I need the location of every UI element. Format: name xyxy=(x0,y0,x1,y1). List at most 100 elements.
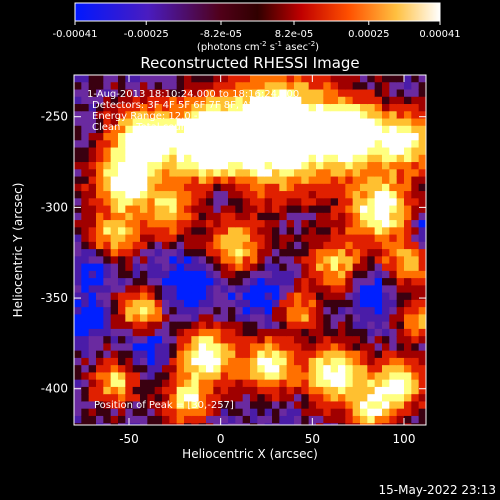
heatmap-cell xyxy=(411,307,420,315)
heatmap-cell xyxy=(191,307,200,315)
heatmap-cell xyxy=(418,75,426,83)
heatmap-cell xyxy=(96,292,104,301)
heatmap-cell xyxy=(279,140,288,149)
heatmap-cell xyxy=(279,176,288,185)
heatmap-cell xyxy=(411,415,420,424)
heatmap-cell xyxy=(162,336,170,344)
heatmap-cell xyxy=(257,249,266,257)
heatmap-cell xyxy=(294,386,302,395)
heatmap-cell xyxy=(404,394,412,403)
heatmap-cell xyxy=(147,111,156,120)
heatmap-cell xyxy=(264,133,273,141)
heatmap-cell xyxy=(330,408,339,417)
heatmap-cell xyxy=(206,285,214,294)
heatmap-cell xyxy=(242,365,251,374)
heatmap-cell xyxy=(147,169,156,178)
heatmap-cell xyxy=(382,111,390,120)
heatmap-cell xyxy=(176,118,185,127)
heatmap-cell xyxy=(110,314,119,323)
heatmap-cell xyxy=(360,379,368,388)
heatmap-cell xyxy=(308,365,317,374)
heatmap-cell xyxy=(110,343,119,352)
heatmap-cell xyxy=(228,408,236,417)
heatmap-cell xyxy=(418,140,426,149)
heatmap-cell xyxy=(301,285,310,294)
heatmap-cell xyxy=(286,270,295,279)
heatmap-cell xyxy=(316,394,324,403)
heatmap-cell xyxy=(154,234,163,243)
heatmap-cell xyxy=(125,147,134,156)
heatmap-cell xyxy=(162,263,170,272)
heatmap-cell xyxy=(132,176,141,185)
heatmap-cell xyxy=(308,256,317,265)
heatmap-cell xyxy=(213,205,222,214)
heatmap-cell xyxy=(396,212,405,221)
heatmap-cell xyxy=(382,125,390,134)
heatmap-cell xyxy=(272,183,280,192)
heatmap-cell xyxy=(74,415,82,424)
heatmap-cell xyxy=(184,227,192,236)
heatmap-cell xyxy=(235,212,244,221)
heatmap-cell xyxy=(360,125,368,134)
heatmap-cell xyxy=(374,365,383,374)
heatmap-cell xyxy=(88,176,97,185)
heatmap-cell xyxy=(382,212,390,221)
heatmap-cell xyxy=(250,220,258,228)
heatmap-cell xyxy=(330,96,339,105)
heatmap-cell xyxy=(169,379,178,388)
heatmap-cell xyxy=(88,307,97,315)
heatmap-cell xyxy=(396,227,405,236)
heatmap-cell xyxy=(198,205,207,214)
heatmap-cell xyxy=(96,379,104,388)
heatmap-cell xyxy=(411,365,420,374)
heatmap-cell xyxy=(220,408,229,417)
heatmap-cell xyxy=(316,379,324,388)
heatmap-cell xyxy=(125,365,134,374)
heatmap-cell xyxy=(257,104,266,112)
heatmap-cell xyxy=(132,111,141,120)
heatmap-cell xyxy=(140,270,148,279)
heatmap-cell xyxy=(213,125,222,134)
heatmap-cell xyxy=(169,111,178,120)
heatmap-cell xyxy=(272,96,280,105)
heatmap-cell xyxy=(301,408,310,417)
heatmap-cell xyxy=(103,198,112,207)
heatmap-cell xyxy=(220,162,229,170)
heatmap-cell xyxy=(411,205,420,214)
heatmap-cell xyxy=(316,147,324,156)
heatmap-cell xyxy=(345,415,354,424)
heatmap-cell xyxy=(191,372,200,381)
heatmap-cell xyxy=(228,125,236,134)
heatmap-cell xyxy=(118,314,126,323)
x-tick-label: 0 xyxy=(217,432,225,446)
heatmap-cell xyxy=(228,394,236,403)
heatmap-cell xyxy=(74,256,82,265)
heatmap-cell xyxy=(396,285,405,294)
heatmap-cell xyxy=(154,270,163,279)
heatmap-cell xyxy=(162,183,170,192)
colorbar-tick-label: -8.2e-05 xyxy=(200,29,242,40)
heatmap-cell xyxy=(279,183,288,192)
heatmap-cell xyxy=(81,205,90,214)
heatmap-cell xyxy=(198,169,207,178)
heatmap-cell xyxy=(294,415,302,424)
heatmap-cell xyxy=(382,183,390,192)
heatmap-cell xyxy=(286,234,295,243)
heatmap-cell xyxy=(228,336,236,344)
heatmap-cell xyxy=(330,379,339,388)
heatmap-cell xyxy=(345,169,354,178)
heatmap-cell xyxy=(213,154,222,163)
heatmap-cell xyxy=(316,220,324,228)
heatmap-cell xyxy=(272,350,280,359)
heatmap-cell xyxy=(162,147,170,156)
heatmap-cell xyxy=(198,220,207,228)
heatmap-cell xyxy=(169,263,178,272)
heatmap-cell xyxy=(220,212,229,221)
heatmap-cell xyxy=(264,154,273,163)
heatmap-cell xyxy=(147,191,156,199)
heatmap-cell xyxy=(147,147,156,156)
heatmap-cell xyxy=(323,118,332,127)
heatmap-cell xyxy=(374,357,383,366)
heatmap-cell xyxy=(272,220,280,228)
heatmap-cell xyxy=(294,169,302,178)
